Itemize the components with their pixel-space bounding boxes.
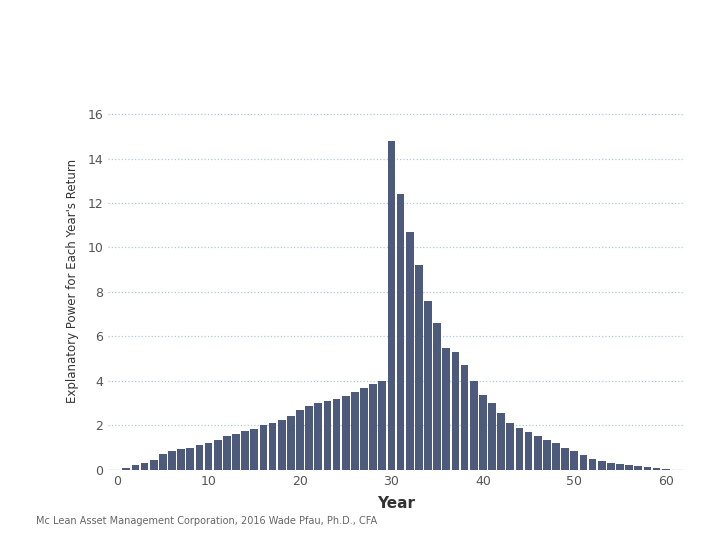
Bar [424,301,432,470]
Bar [616,464,624,470]
Bar [232,434,240,470]
Bar [269,423,276,470]
Bar [534,436,541,470]
Bar [196,446,203,470]
Bar [433,323,441,470]
Bar [360,388,368,470]
Bar [525,432,533,470]
Bar [634,467,642,470]
Text: Mc Lean Asset Management Corporation, 2016 Wade Pfau, Ph.D., CFA: Mc Lean Asset Management Corporation, 20… [36,516,377,526]
Bar [140,463,148,470]
Bar [451,352,459,470]
Bar [204,443,212,470]
Bar [379,381,386,470]
Bar [241,431,249,470]
Bar [150,460,158,470]
Bar [259,426,267,470]
Bar [516,428,523,470]
Bar [506,423,514,470]
Bar [653,468,660,470]
Bar [644,467,652,470]
Bar [278,420,286,470]
Bar [442,348,450,470]
Bar [369,384,377,470]
Text: Sequence of Return Risk (retire at year 30): Sequence of Return Risk (retire at year … [32,33,570,58]
Bar [186,448,194,470]
Bar [461,365,469,470]
Bar [132,465,139,470]
Bar [287,416,294,470]
X-axis label: Year: Year [377,496,415,511]
Y-axis label: Explanatory Power for Each Year's Return: Explanatory Power for Each Year's Return [66,159,79,403]
Bar [342,396,350,470]
Bar [223,436,230,470]
Bar [562,448,569,470]
Bar [570,451,578,470]
Bar [296,410,304,470]
Bar [251,429,258,470]
Bar [543,440,551,470]
Bar [168,451,176,470]
Bar [333,399,341,470]
Bar [598,461,606,470]
Bar [323,401,331,470]
Bar [552,443,560,470]
Bar [315,403,322,470]
Bar [470,381,477,470]
Bar [498,413,505,470]
Bar [589,458,596,470]
Bar [625,465,633,470]
Bar [580,455,588,470]
Bar [607,463,615,470]
Bar [177,449,185,470]
Bar [159,454,167,470]
Bar [387,141,395,470]
Bar [214,440,222,470]
Bar [488,403,496,470]
Bar [305,407,313,470]
Bar [662,469,670,470]
Bar [415,265,423,470]
Bar [122,468,130,470]
Bar [351,392,359,470]
Bar [397,194,405,470]
Bar [479,395,487,470]
Bar [406,232,413,470]
